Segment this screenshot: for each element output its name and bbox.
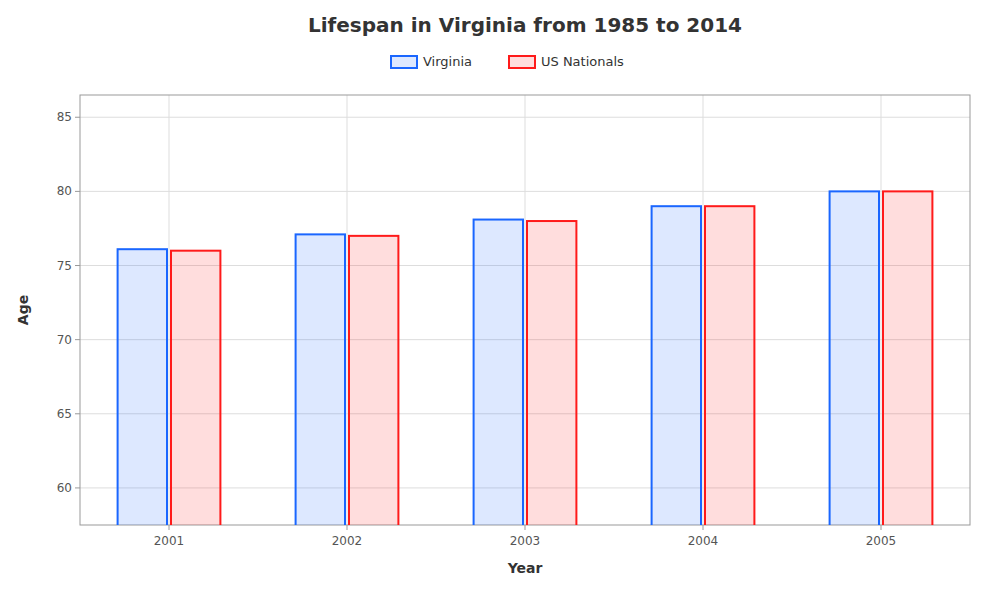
bar (652, 206, 701, 525)
bar (474, 220, 523, 525)
bar (883, 191, 932, 525)
grid-line-x (881, 95, 882, 525)
grid-line-x (703, 95, 704, 525)
y-tick-label: 85 (57, 110, 72, 124)
legend-label: US Nationals (541, 54, 624, 69)
y-tick (75, 191, 80, 192)
x-tick-label: 2005 (866, 534, 897, 548)
grid-line-x (525, 95, 526, 525)
chart-container: 60 65 70 75 80 85 2001 2002 2003 2004 2005 Lifespan… (0, 0, 1000, 600)
title: Lifespan in Virginia from 1985 to 2014 (308, 13, 742, 37)
legend-label: Virginia (423, 54, 472, 69)
grid-line-x (347, 95, 348, 525)
y-tick-label: 75 (57, 259, 72, 273)
y-axis: 60 65 70 75 80 85 (57, 110, 80, 495)
x-axis-label: Year (507, 560, 543, 576)
y-axis-label: Age (15, 295, 31, 325)
y-tick-label: 70 (57, 333, 72, 347)
x-tick-label: 2002 (332, 534, 363, 548)
y-tick-label: 80 (57, 184, 72, 198)
legend-swatch (509, 56, 535, 68)
bar (527, 221, 576, 525)
y-tick (75, 413, 80, 414)
bar (830, 191, 879, 525)
y-tick (75, 487, 80, 488)
x-tick-label: 2004 (688, 534, 719, 548)
bars (118, 191, 933, 525)
bar (349, 236, 398, 525)
x-tick-label: 2001 (154, 534, 185, 548)
bar (171, 251, 220, 525)
chart: 60 65 70 75 80 85 2001 2002 2003 2004 2005 Lifespan… (0, 0, 1000, 600)
y-tick (75, 265, 80, 266)
x-tick (169, 525, 170, 530)
x-tick (703, 525, 704, 530)
bar (705, 206, 754, 525)
bar (118, 249, 167, 525)
y-tick (75, 339, 80, 340)
x-tick (881, 525, 882, 530)
bar (296, 234, 345, 525)
grid-line-x (169, 95, 170, 525)
legend: Virginia US Nationals (391, 54, 624, 69)
x-tick (347, 525, 348, 530)
legend-swatch (391, 56, 417, 68)
y-tick-label: 60 (57, 481, 72, 495)
x-tick-label: 2003 (510, 534, 541, 548)
y-tick-label: 65 (57, 407, 72, 421)
x-axis: 2001 2002 2003 2004 2005 (154, 525, 897, 548)
x-tick (525, 525, 526, 530)
y-tick (75, 117, 80, 118)
